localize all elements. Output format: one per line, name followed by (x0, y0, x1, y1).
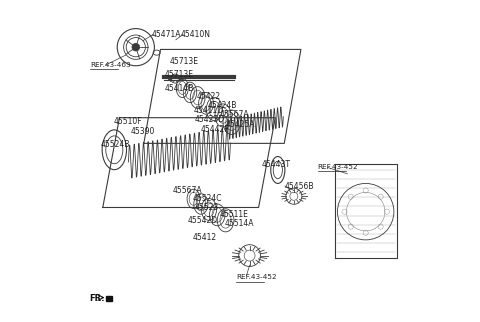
Text: 45443T: 45443T (262, 160, 291, 169)
Text: 45524B: 45524B (100, 140, 130, 149)
Text: FR.: FR. (89, 294, 105, 303)
Text: 45524C: 45524C (192, 194, 222, 203)
Text: 45422: 45422 (197, 92, 221, 101)
Text: REF.43-463: REF.43-463 (90, 62, 131, 68)
Text: 45713E: 45713E (169, 57, 198, 66)
Text: 45424B: 45424B (208, 101, 237, 110)
Text: 45412: 45412 (192, 233, 216, 242)
Text: 45414B: 45414B (165, 84, 194, 93)
Text: 45523: 45523 (195, 203, 219, 212)
Text: 45567A: 45567A (219, 110, 249, 119)
Text: REF.43-452: REF.43-452 (318, 164, 358, 170)
Text: 45471A: 45471A (152, 30, 181, 39)
Text: 45423D: 45423D (195, 115, 225, 124)
Text: 45514A: 45514A (225, 219, 254, 228)
Text: 45411D: 45411D (193, 106, 224, 115)
Text: 45713E: 45713E (165, 70, 193, 79)
Text: 45425A: 45425A (226, 120, 255, 128)
Text: 45390: 45390 (131, 127, 155, 136)
Circle shape (132, 43, 140, 51)
Text: 45410N: 45410N (180, 30, 211, 39)
Text: 45542D: 45542D (188, 216, 218, 225)
Text: 45442F: 45442F (201, 125, 229, 134)
Text: 45456B: 45456B (285, 182, 314, 191)
Text: 45510F: 45510F (113, 118, 142, 127)
Text: 45511E: 45511E (220, 210, 249, 219)
Text: 45567A: 45567A (173, 186, 202, 195)
Text: REF.43-452: REF.43-452 (236, 274, 277, 280)
Bar (106, 296, 112, 301)
